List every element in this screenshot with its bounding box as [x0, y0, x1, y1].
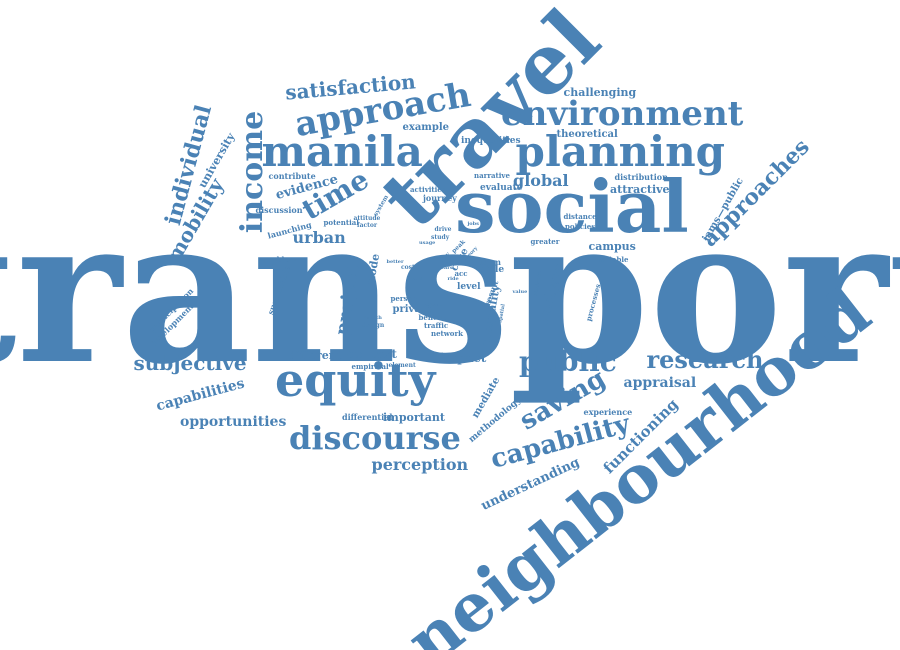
word-inequalities: inequalities: [461, 135, 521, 146]
word-jobs: jobs: [467, 220, 479, 227]
word-different: different: [288, 348, 342, 362]
word-better: better: [386, 258, 404, 265]
word-attitude: attitude: [353, 215, 381, 222]
word-campus: campus: [588, 239, 636, 253]
word-discussion: discussion: [255, 205, 303, 215]
word-social: social: [455, 164, 689, 249]
word-differential: differential: [342, 412, 393, 422]
word-study: study: [431, 234, 450, 241]
word-model: model: [460, 208, 478, 215]
word-private: private: [392, 304, 432, 315]
word-context: context: [347, 347, 397, 361]
word-drive: drive: [434, 226, 452, 233]
word-network: network: [431, 328, 464, 338]
word-narrative: narrative: [474, 170, 510, 180]
word-experience: experience: [583, 407, 633, 417]
word-distribution: distribution: [614, 172, 668, 182]
word-contribute: contribute: [268, 171, 316, 181]
word-health: health: [364, 314, 382, 321]
word-acc: acc: [454, 268, 468, 278]
word-factor: factor: [357, 222, 378, 229]
word-subjective: subjective: [133, 351, 247, 375]
word-land: land: [411, 275, 424, 282]
word-distance: distance: [563, 211, 597, 221]
word-problem: problem: [263, 254, 297, 264]
word-person: person: [390, 293, 418, 303]
word-attractive: attractive: [610, 182, 670, 196]
word-element: element: [388, 362, 416, 369]
word-ride: ride: [447, 275, 459, 282]
word-activities: activities: [410, 184, 446, 194]
word-cars: cars: [441, 264, 453, 271]
word-policies: policies: [565, 221, 596, 231]
word-environment: environment: [501, 94, 744, 134]
word-example: example: [402, 122, 450, 133]
word-greater: greater: [530, 236, 560, 246]
word-usage: usage: [419, 239, 436, 246]
word-manila: manila: [261, 127, 423, 176]
word-transport: transport: [0, 174, 900, 409]
word-perception: perception: [371, 455, 469, 474]
word-chile: chile: [479, 264, 505, 275]
word-challenging: challenging: [563, 85, 637, 99]
word-term: term: [479, 257, 501, 267]
word-public: public: [519, 345, 617, 378]
word-opportunities: opportunities: [180, 414, 287, 430]
word-urban: urban: [292, 228, 346, 247]
word-discourse: discourse: [289, 419, 461, 457]
word-potential: potential: [323, 217, 359, 227]
word-variable: variable: [597, 254, 629, 264]
word-design: design: [362, 322, 385, 329]
word-equity: equity: [275, 353, 436, 407]
word-cost: cost: [401, 264, 415, 271]
word-value: value: [512, 288, 528, 295]
word-appraisal: appraisal: [623, 375, 697, 391]
word-evaluate: evaluate: [480, 182, 523, 193]
word-traffic: traffic: [424, 320, 449, 330]
word-benefit: benefit: [418, 312, 446, 322]
word-extent: extent: [424, 301, 442, 308]
word-impact: impact: [440, 351, 487, 365]
word-important: important: [383, 410, 445, 424]
word-empirical: empirical: [351, 361, 389, 371]
word-research: research: [646, 345, 764, 374]
word-global: global: [513, 171, 569, 190]
word-level: level: [457, 281, 481, 292]
word-theoretical: theoretical: [556, 129, 618, 140]
word-journey: journey: [423, 193, 457, 203]
word-planning: planning: [515, 127, 725, 176]
